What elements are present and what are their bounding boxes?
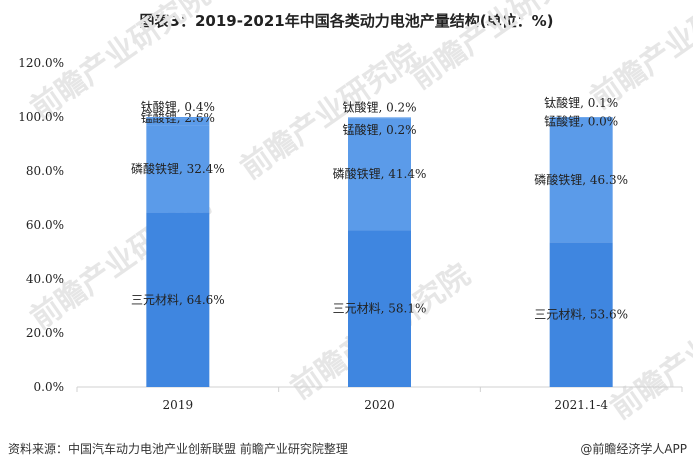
bar-segment-1: [348, 118, 411, 231]
data-label: 磷酸铁锂, 41.4%: [333, 166, 427, 181]
bar-segment-0: [146, 212, 210, 387]
bar-segment-0: [348, 230, 411, 387]
bar-segment-3: [146, 117, 210, 119]
y-tick-label: 100.0%: [18, 110, 64, 124]
data-label: 锰酸锂, 0.2%: [342, 122, 416, 137]
y-tick-label: 120.0%: [18, 56, 64, 70]
y-tick-label: 0.0%: [34, 380, 65, 394]
x-tick-label: 2020: [364, 398, 395, 412]
y-tick-label: 20.0%: [26, 326, 64, 340]
data-label: 三元材料, 53.6%: [534, 308, 628, 322]
watermark-text: 前瞻产业研究院: [605, 277, 693, 426]
data-label: 磷酸铁锂, 32.4%: [131, 161, 225, 176]
data-label: 钛酸锂, 0.1%: [544, 95, 618, 110]
y-tick-label: 40.0%: [26, 272, 64, 286]
y-tick-label: 60.0%: [26, 218, 64, 232]
y-tick-label: 80.0%: [26, 164, 64, 178]
data-label: 钛酸锂, 0.4%: [141, 99, 215, 114]
data-label: 磷酸铁锂, 46.3%: [534, 172, 628, 187]
bar-segment-2: [146, 118, 210, 126]
data-label: 三元材料, 64.6%: [131, 293, 225, 307]
watermark-text: 前瞻产业研究院: [405, 0, 597, 97]
bar-segment-1: [146, 125, 210, 213]
data-label: 三元材料, 58.1%: [333, 302, 427, 316]
source-note: 资料来源：中国汽车动力电池产业创新联盟 前瞻产业研究院整理: [8, 442, 348, 456]
bar-segment-3: [348, 117, 411, 118]
bar-segment-1: [549, 117, 613, 243]
x-tick-label: 2019: [163, 398, 194, 412]
bar-segment-2: [348, 117, 411, 119]
data-label: 钛酸锂, 0.2%: [342, 99, 416, 114]
chart-title: 图表3：2019-2021年中国各类动力电池产量结构(单位：%): [139, 12, 554, 30]
data-label: 锰酸锂, 0.0%: [544, 113, 618, 128]
bar-segment-0: [549, 242, 613, 387]
x-tick-label: 2021.1-4: [554, 398, 608, 412]
credit-note: @前瞻经济学人APP: [580, 442, 687, 456]
